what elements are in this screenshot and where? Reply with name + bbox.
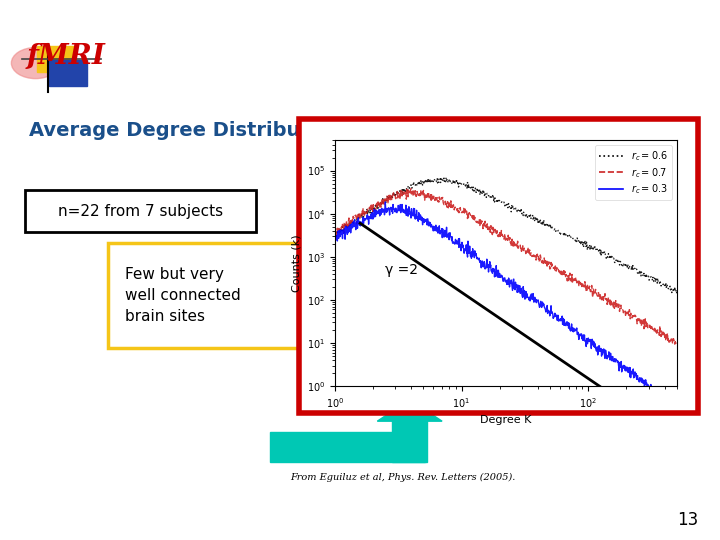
Text: Few but very
well connected
brain sites: Few but very well connected brain sites (125, 267, 240, 324)
Text: From Eguiluz et al, Phys. Rev. Letters (2005).: From Eguiluz et al, Phys. Rev. Letters (… (290, 474, 516, 482)
Ellipse shape (12, 48, 60, 79)
FancyBboxPatch shape (108, 243, 299, 348)
Y-axis label: Counts (k): Counts (k) (291, 234, 301, 292)
Text: γ =2: γ =2 (385, 263, 418, 276)
Legend: $r_c = 0.6$, $r_c = 0.7$, $r_c = 0.3$: $r_c = 0.6$, $r_c = 0.7$, $r_c = 0.3$ (595, 145, 672, 200)
Text: fMRI: fMRI (27, 43, 106, 70)
X-axis label: Degree K: Degree K (480, 415, 531, 425)
Bar (50, 60, 87, 86)
FancyBboxPatch shape (25, 190, 256, 232)
Bar (299, 119, 698, 413)
Text: n=22 from 7 subjects: n=22 from 7 subjects (58, 204, 223, 219)
FancyArrow shape (377, 400, 442, 421)
Bar (392, 405, 427, 462)
Bar (37, 46, 76, 72)
Text: 13: 13 (677, 511, 698, 529)
Bar (270, 432, 425, 462)
Text: Average Degree Distribution: Average Degree Distribution (29, 122, 343, 140)
